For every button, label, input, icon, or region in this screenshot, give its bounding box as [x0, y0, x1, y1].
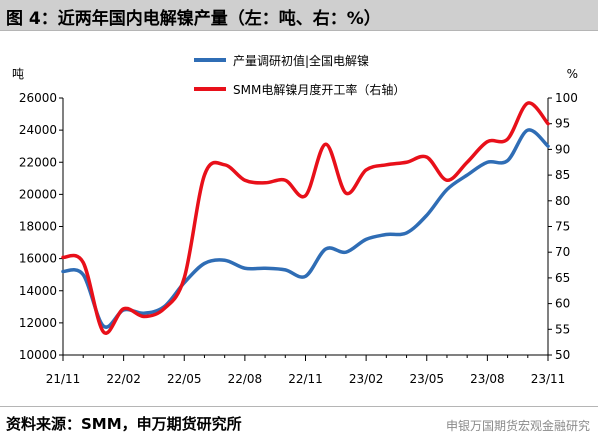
right-tick-label: 75 [555, 220, 570, 234]
legend-label: 产量调研初值|全国电解镍 [233, 53, 369, 68]
x-tick-label: 22/05 [167, 372, 202, 386]
x-tick-label: 23/02 [349, 372, 384, 386]
right-tick-label: 85 [555, 168, 570, 182]
watermark: 申银万国期货宏观金融研究 [445, 419, 590, 433]
right-tick-label: 100 [555, 91, 578, 105]
right-tick-label: 50 [555, 348, 570, 362]
x-tick-label: 22/11 [288, 372, 323, 386]
production-series-line [61, 128, 550, 329]
left-tick-label: 20000 [19, 187, 57, 201]
left-tick-label: 10000 [19, 348, 57, 362]
x-tick-label: 22/08 [228, 372, 263, 386]
chart-title: 图 4：近两年国内电解镍产量（左：吨、右：%） [6, 9, 381, 29]
right-tick-label: 55 [555, 322, 570, 336]
legend-label: SMM电解镍月度开工率（右轴） [233, 82, 405, 97]
chart: 10000 12000 14000 16000 18000 20000 22000 24000… [12, 53, 578, 386]
right-tick-label: 95 [555, 117, 570, 131]
left-tick-label: 22000 [19, 155, 57, 169]
x-tick-label: 22/02 [106, 372, 141, 386]
utilization-series-line [61, 101, 550, 335]
left-tick-label: 16000 [19, 252, 57, 266]
x-tick-label: 23/05 [409, 372, 444, 386]
source-text: 资料来源：SMM，申万期货研究所 [6, 415, 242, 433]
left-tick-label: 12000 [19, 316, 57, 330]
title-bar: 图 4：近两年国内电解镍产量（左：吨、右：%） [0, 0, 598, 31]
right-axis-label: % [567, 67, 578, 81]
left-tick-label: 24000 [19, 123, 57, 137]
source-bar: 资料来源：SMM，申万期货研究所 申银万国期货宏观金融研究 [0, 406, 598, 440]
right-tick-label: 70 [555, 245, 570, 259]
left-axis-label: 吨 [12, 67, 24, 81]
left-tick-label: 14000 [19, 284, 57, 298]
left-tick-label: 26000 [19, 91, 57, 105]
right-tick-label: 60 [555, 297, 570, 311]
x-tick-label: 23/08 [470, 372, 505, 386]
left-tick-label: 18000 [19, 220, 57, 234]
right-tick-label: 65 [555, 271, 570, 285]
right-tick-label: 90 [555, 142, 570, 156]
x-tick-label: 21/11 [46, 372, 81, 386]
right-tick-label: 80 [555, 194, 570, 208]
x-tick-label: 23/11 [531, 372, 566, 386]
